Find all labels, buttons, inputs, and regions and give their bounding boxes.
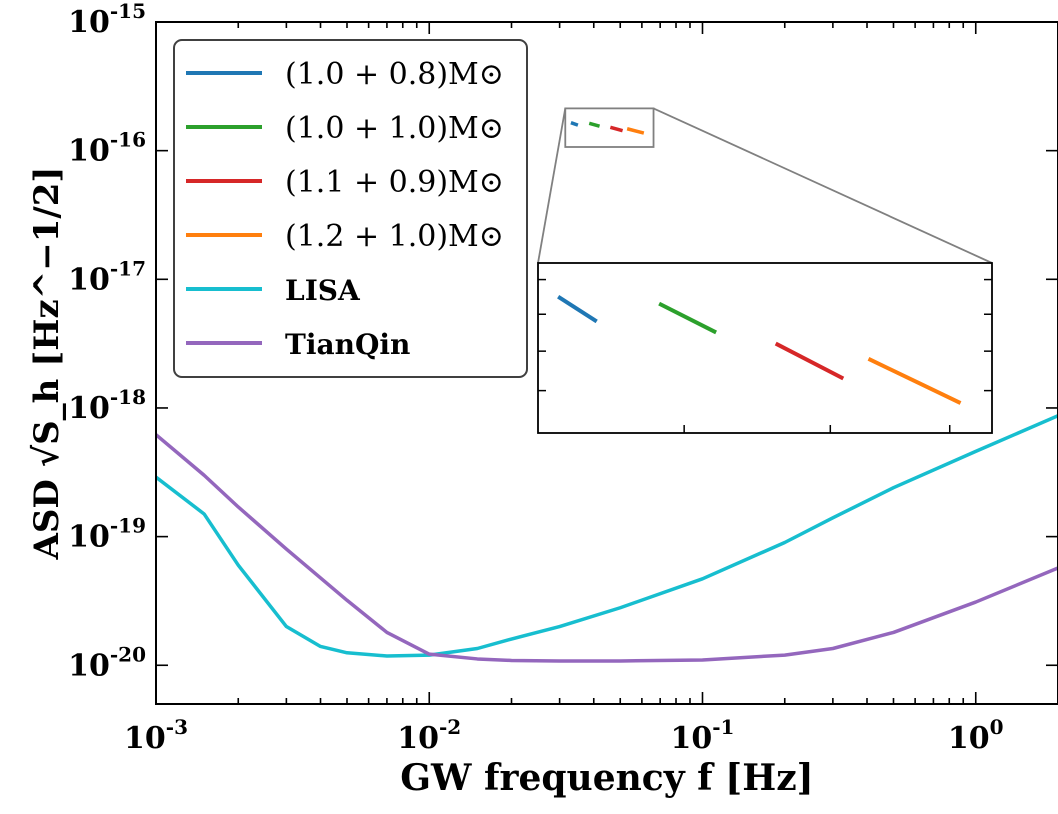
series-4-lisa-line xyxy=(156,414,1058,658)
series-3-1-2-1-0-m-legend-label: (1.2 + 1.0)M⊙ xyxy=(285,219,504,254)
series-1-1-0-1-0-m-line xyxy=(588,121,601,128)
series-5-tianqin-line xyxy=(156,433,1058,663)
series-1-1-0-1-0-m-legend-label: (1.0 + 1.0)M⊙ xyxy=(285,111,504,146)
y-tick-label: 10-16 xyxy=(68,128,146,169)
y-tick-label: 10-15 xyxy=(68,0,146,40)
plot-frame xyxy=(155,21,1058,705)
y-tick-label: 10-17 xyxy=(68,256,146,297)
zoom-connector-right xyxy=(653,107,993,264)
series-3-1-2-1-0-m-line xyxy=(626,127,645,135)
series-2-1-1-0-9-m-legend-label: (1.1 + 0.9)M⊙ xyxy=(285,165,504,200)
series-layer xyxy=(156,121,1058,663)
y-tick-label: 10-19 xyxy=(68,514,146,555)
legend-items: (1.0 + 0.8)M⊙ (1.0 + 1.0)M⊙ (1.1 + 0.9)M⊙ (… xyxy=(186,57,504,361)
legend: (1.0 + 0.8)M⊙ (1.0 + 1.0)M⊙ (1.1 + 0.9)M⊙ (… xyxy=(173,39,528,378)
series-2-1-1-0-9-m-line xyxy=(609,125,624,133)
series-2-1-1-0-9-m-inset-line xyxy=(774,341,845,381)
y-tick-label: 10-18 xyxy=(68,385,146,426)
series-0-1-0-0-8-m-legend-label: (1.0 + 0.8)M⊙ xyxy=(285,57,504,92)
x-tick-labels: 10-3 10-2 10-1 100 xyxy=(124,715,1004,756)
series-5-tianqin-legend-label: TianQin xyxy=(285,328,410,361)
series-0-1-0-0-8-m-inset-line xyxy=(557,294,598,324)
y-axis-label: ASD √S_h [Hz^−1/2] xyxy=(27,166,67,560)
inset-series-layer xyxy=(557,294,962,405)
series-3-1-2-1-0-m-inset-line xyxy=(867,357,962,405)
x-tick-label: 10-1 xyxy=(671,715,735,756)
series-4-lisa-legend-label: LISA xyxy=(285,274,361,307)
axis-ticks xyxy=(155,21,1058,704)
y-tick-label: 10-20 xyxy=(68,642,146,683)
legend-frame xyxy=(173,39,528,378)
series-0-1-0-0-8-m-line xyxy=(570,121,579,127)
x-tick-label: 10-3 xyxy=(124,715,188,756)
inset-axes xyxy=(537,262,993,434)
inset-frame xyxy=(537,262,993,434)
x-tick-label: 10-2 xyxy=(397,715,461,756)
zoom-connector-group xyxy=(537,107,993,264)
y-tick-labels: 10-20 10-19 10-18 10-17 10-16 10-15 xyxy=(68,0,146,683)
zoom-connector-left xyxy=(537,108,567,264)
zoom-region-box xyxy=(564,107,655,148)
x-axis-label: GW frequency f [Hz] xyxy=(400,757,813,799)
series-1-1-0-1-0-m-inset-line xyxy=(658,301,718,335)
inset-ticks xyxy=(538,278,992,433)
x-tick-label: 100 xyxy=(948,715,1004,756)
